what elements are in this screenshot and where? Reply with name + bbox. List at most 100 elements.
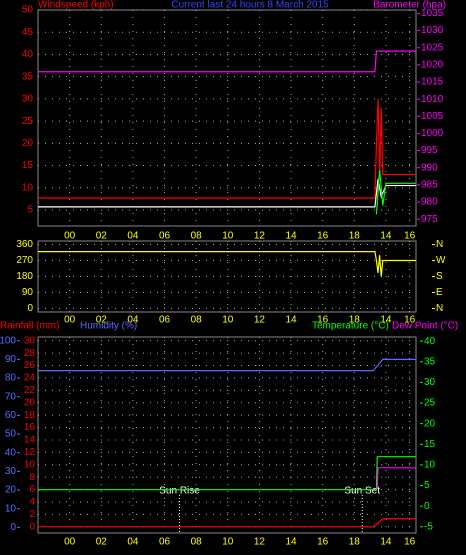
- y-tick-label: 24: [24, 373, 36, 384]
- x-tick-label: 16: [404, 231, 416, 242]
- x-tick-label: 16: [317, 537, 329, 548]
- series-line: [38, 456, 416, 491]
- y-tick-label: N: [436, 303, 443, 314]
- y-tick-label: 40: [424, 336, 436, 347]
- x-tick-label: 08: [191, 537, 203, 548]
- legend-entry: Temperature (°C): [312, 321, 389, 332]
- y-tick-label: 10: [424, 460, 436, 471]
- y-tick-label: 60: [5, 410, 17, 421]
- y-tick-label: 25: [424, 398, 436, 409]
- annotation: Sun Set: [344, 486, 380, 497]
- x-tick-label: 06: [159, 537, 171, 548]
- y-tick-label: 975: [421, 214, 438, 225]
- x-tick-label: 16: [317, 231, 329, 242]
- x-tick-label: 10: [222, 231, 234, 242]
- y-tick-label: 990: [421, 162, 438, 173]
- y-tick-label: -5: [424, 521, 433, 532]
- y-tick-label: 30: [424, 377, 436, 388]
- y-tick-label: 0: [10, 522, 16, 533]
- legend-entry: Humidity (%): [80, 321, 137, 332]
- x-tick-label: 06: [159, 315, 171, 326]
- x-tick-label: 14: [380, 231, 392, 242]
- series-line: [38, 98, 416, 199]
- y-tick-label: 1010: [421, 94, 444, 105]
- y-tick-label: N: [436, 239, 443, 250]
- x-tick-label: 14: [380, 315, 392, 326]
- y-tick-label: 50: [5, 429, 17, 440]
- x-tick-label: 10: [222, 537, 234, 548]
- y-tick-label: 20: [24, 397, 36, 408]
- x-tick-label: 16: [317, 315, 329, 326]
- y-tick-label: 40: [5, 447, 17, 458]
- y-tick-label: 90: [5, 354, 17, 365]
- x-tick-label: 10: [222, 315, 234, 326]
- series-line: [376, 467, 416, 490]
- series-line: [38, 358, 416, 372]
- y-tick-label: 10: [22, 182, 34, 193]
- y-tick-label: 10: [24, 459, 36, 470]
- y-tick-label: 980: [421, 197, 438, 208]
- x-tick-label: 06: [159, 231, 171, 242]
- x-tick-label: 14: [285, 537, 297, 548]
- y-tick-label: 18: [24, 410, 36, 421]
- x-tick-label: 12: [254, 537, 266, 548]
- x-tick-label: 02: [96, 315, 108, 326]
- x-tick-label: 18: [349, 231, 361, 242]
- x-tick-label: 14: [285, 315, 297, 326]
- y-tick-label: 80: [5, 373, 17, 384]
- y-tick-label: 22: [24, 385, 36, 396]
- x-tick-label: 18: [349, 315, 361, 326]
- y-tick-label: E: [436, 287, 443, 298]
- plot-frame: [37, 336, 417, 534]
- y-tick-label: 16: [24, 422, 36, 433]
- y-tick-label: 35: [22, 71, 34, 82]
- legend-entry: Barometer (hpa): [373, 0, 446, 11]
- y-tick-label: 26: [24, 360, 36, 371]
- y-tick-label: 14: [24, 435, 36, 446]
- x-tick-label: 18: [349, 537, 361, 548]
- y-tick-label: 360: [16, 239, 33, 250]
- y-tick-label: 20: [5, 485, 17, 496]
- y-tick-label: 30: [22, 94, 34, 105]
- y-tick-label: 20: [22, 138, 34, 149]
- y-tick-label: 1035: [421, 8, 444, 19]
- y-tick-label: 985: [421, 179, 438, 190]
- y-tick-label: 0: [27, 303, 33, 314]
- y-tick-label: 995: [421, 145, 438, 156]
- y-tick-label: 1000: [421, 128, 444, 139]
- x-tick-label: 04: [127, 537, 139, 548]
- y-tick-label: 15: [22, 160, 34, 171]
- x-tick-label: 02: [96, 537, 108, 548]
- x-tick-label: 04: [127, 231, 139, 242]
- y-tick-label: 2: [29, 509, 35, 520]
- series-line: [38, 178, 416, 208]
- y-tick-label: 1030: [421, 25, 444, 36]
- x-tick-label: 00: [64, 315, 76, 326]
- x-tick-label: 04: [127, 315, 139, 326]
- y-tick-label: 28: [24, 348, 36, 359]
- y-tick-label: 45: [22, 27, 34, 38]
- y-tick-label: 30: [24, 335, 36, 346]
- series-line: [38, 251, 416, 277]
- x-tick-label: 16: [404, 315, 416, 326]
- y-tick-label: 5: [424, 480, 430, 491]
- y-tick-label: W: [436, 255, 446, 266]
- chart-title: Current last 24 hours 8 March 2015: [171, 0, 329, 11]
- series-line: [38, 518, 416, 528]
- x-tick-label: 08: [191, 231, 203, 242]
- y-tick-label: 4: [29, 497, 35, 508]
- series-line: [38, 50, 416, 73]
- x-tick-label: 12: [254, 231, 266, 242]
- y-tick-label: 15: [424, 439, 436, 450]
- y-tick-label: 50: [22, 5, 34, 16]
- y-tick-label: 180: [16, 271, 33, 282]
- legend-entry: Windspeed (kph): [38, 0, 114, 11]
- x-tick-label: 14: [285, 231, 297, 242]
- y-tick-label: 0: [424, 501, 430, 512]
- y-tick-label: 12: [24, 447, 36, 458]
- x-tick-label: 00: [64, 231, 76, 242]
- y-tick-label: 5: [27, 205, 33, 216]
- annotation: Sun Rise: [159, 486, 200, 497]
